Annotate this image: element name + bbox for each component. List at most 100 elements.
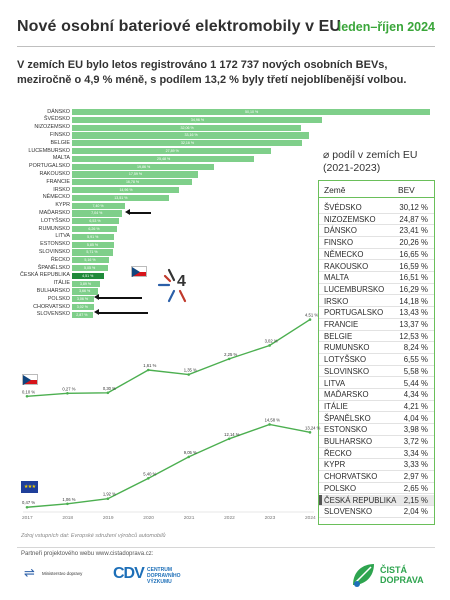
ministry-logo-icon: ⇌ <box>24 565 35 580</box>
bar-label: ŘECKO <box>50 256 70 263</box>
share-table-row: ŘECKO 3,34 % <box>319 448 434 460</box>
share-country: LITVA <box>324 378 346 388</box>
share-table-row: LOTYŠSKO 6,55 % <box>319 354 434 366</box>
bar-value-label: 5,85 % <box>86 242 99 247</box>
share-table-row: SLOVENSKO 2,04 % <box>319 506 434 518</box>
share-table-row: BULHARSKO 3,72 % <box>319 436 434 448</box>
bar-value-label: 3,66 % <box>79 289 91 294</box>
bar <box>72 288 99 295</box>
share-table-row: MALTA 16,51 % <box>319 272 434 284</box>
bar-label: DÁNSKO <box>47 108 70 115</box>
x-tick-label: 2024 <box>305 515 316 521</box>
share-table-row: FINSKO 20,26 % <box>319 237 434 249</box>
share-table-row: KYPR 3,33 % <box>319 459 434 471</box>
bar <box>72 171 198 178</box>
series-point <box>268 423 271 426</box>
share-country: NIZOZEMSKO <box>324 214 376 224</box>
bar-label: ESTONSKO <box>40 241 70 248</box>
share-country: PORTUGALSKO <box>324 308 384 318</box>
eu-flag-icon: ★ ★ ★ <box>21 481 38 493</box>
point-value-label: 1,61 % <box>143 363 156 368</box>
arrow-polsko <box>94 294 142 300</box>
share-value: 4,04 % <box>403 413 428 423</box>
bar-value-label: 7,40 % <box>92 203 104 208</box>
bar <box>72 148 272 155</box>
ministry-logo: ⇌ Ministerstvo dopravy <box>24 565 114 585</box>
bar <box>72 132 309 139</box>
bar-value-label: 50,10 % <box>245 110 259 114</box>
bar-value-label: 13,51 % <box>114 195 128 200</box>
bar-value-label: 27,89 % <box>165 149 179 153</box>
share-value: 16,29 % <box>399 284 428 294</box>
cista-doprava-logo: ČISTÁ DOPRAVA <box>347 561 437 591</box>
share-table: Země BEV ŠVÉDSKO 30,12 % NIZOZEMSKO 24,87 %… <box>318 180 435 525</box>
point-value-label: 5,40 % <box>143 471 156 476</box>
share-country: FRANCIE <box>324 320 359 329</box>
bar-value-label: 5,91 % <box>87 234 99 239</box>
bar-value-label: 2,87 % <box>76 312 88 317</box>
series-point <box>106 391 110 395</box>
page-title: Nové osobní bateriové elektromobily v EU <box>17 18 342 35</box>
share-country: MALTA <box>324 273 349 283</box>
x-tick-label: 2020 <box>143 515 154 521</box>
share-country: ŘECKO <box>324 448 352 458</box>
point-value-label: 1,35 % <box>184 368 197 373</box>
arrow-madarsko <box>125 209 151 215</box>
share-country: KYPR <box>324 460 346 470</box>
source-note: Zdroj vstupních dat: Evropské sdružení v… <box>21 533 166 539</box>
share-table-row: PORTUGALSKO 13,43 % <box>319 307 434 319</box>
bar <box>72 226 117 233</box>
bar <box>72 311 93 318</box>
series-point <box>227 357 231 361</box>
bar-value-label: 34,96 % <box>190 117 205 122</box>
share-value: 8,24 % <box>403 343 428 353</box>
series-point <box>227 437 231 441</box>
series-point <box>66 392 69 395</box>
bar-label: PORTUGALSKO <box>29 163 70 170</box>
bar <box>72 163 214 170</box>
bar-value-label: 5,05 % <box>84 266 96 270</box>
share-value: 20,26 % <box>399 238 428 248</box>
bar-label: IRSKO <box>53 186 70 193</box>
point-value-label: 0,10 % <box>22 389 35 394</box>
bar <box>72 249 113 256</box>
bar-label: ČESKÁ REPUBLIKA <box>19 272 70 279</box>
bar-value-label: 3,06 % <box>76 297 89 302</box>
share-value: 16,51 % <box>399 273 428 283</box>
series-point <box>308 318 312 321</box>
share-value: 3,72 % <box>403 437 428 446</box>
bar <box>72 304 94 311</box>
share-title: ⌀ podíl v zemích EU (2021-2023) <box>323 149 418 174</box>
point-value-label: 1,06 % <box>62 497 75 502</box>
share-table-row: ČESKÁ REPUBLIKA 2,15 % <box>319 494 434 507</box>
czech-flag-icon-line <box>22 374 38 385</box>
share-country: FINSKO <box>324 238 354 248</box>
bar-label: BELGIE <box>50 139 70 146</box>
header: Nové osobní bateriové elektromobily v EU… <box>17 18 435 42</box>
bar-label: SLOVENSKO <box>36 311 70 318</box>
share-table-row: NĚMECKO 16,65 % <box>319 249 434 261</box>
series-point <box>106 497 110 501</box>
bar-label: KYPR <box>55 202 70 209</box>
series-point <box>25 505 29 509</box>
share-country: RUMUNSKO <box>324 343 370 353</box>
footer-divider <box>17 547 435 548</box>
bar-value-label: 6,53 % <box>89 219 101 224</box>
share-value: 2,04 % <box>403 507 428 517</box>
share-table-row: CHORVATSKO 2,97 % <box>319 471 434 483</box>
share-table-row: RAKOUSKO 16,59 % <box>319 261 434 273</box>
bar <box>72 280 100 287</box>
share-value: 3,34 % <box>403 448 428 458</box>
bar-value-label: 4,51 % <box>82 273 94 278</box>
bar-value-label: 5,71 % <box>86 250 98 255</box>
bar <box>72 202 125 209</box>
share-country: BELGIE <box>324 331 353 341</box>
share-table-row: ESTONSKO 3,98 % <box>319 424 434 436</box>
point-value-label: 0,30 % <box>103 386 116 391</box>
bar-value-label: 32,06 % <box>180 125 194 130</box>
share-country: ŠPANĚLSKO <box>324 413 371 423</box>
share-country: BULHARSKO <box>324 437 373 446</box>
x-tick-label: 2021 <box>184 515 195 521</box>
bar <box>72 140 302 147</box>
